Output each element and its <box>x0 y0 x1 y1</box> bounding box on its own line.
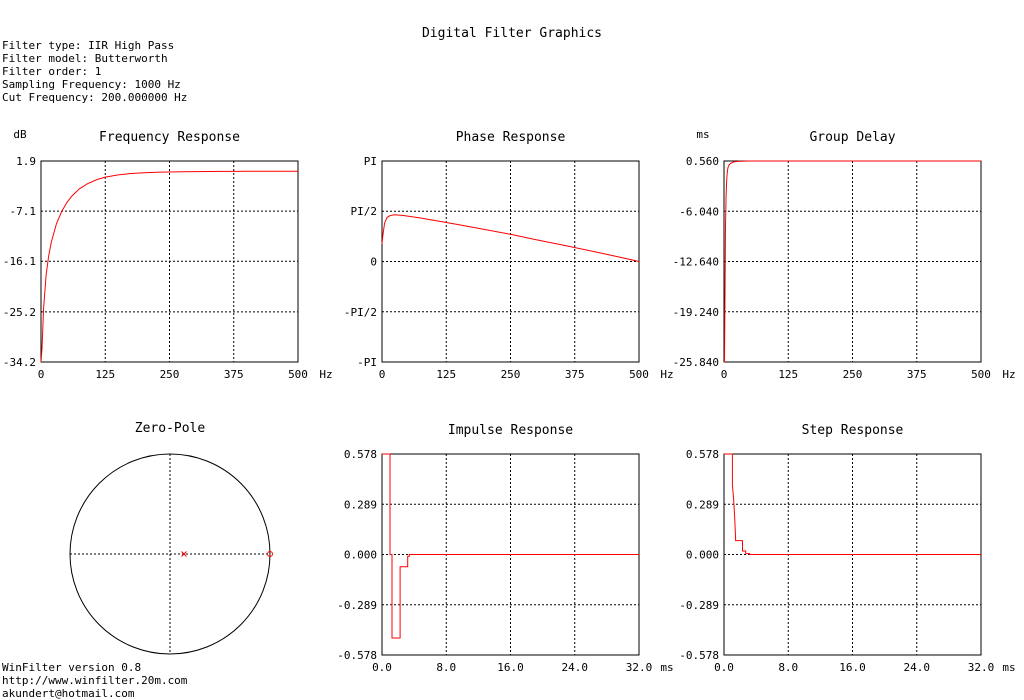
page-title: Digital Filter Graphics <box>421 26 602 41</box>
frequency-unit-label: dB <box>13 128 27 141</box>
phase-ytick-label: PI <box>364 155 377 168</box>
impulse-ytick-label: -0.289 <box>337 599 377 612</box>
frequency-title: Frequency Response <box>99 130 240 145</box>
group-trace <box>724 160 981 363</box>
filter-type-text: Filter type: IIR High Pass <box>2 39 175 52</box>
frequency-trace <box>40 170 298 363</box>
step-ytick-label: 0.578 <box>686 448 719 461</box>
group-xtick-label: 125 <box>778 368 798 381</box>
step-ytick-label: 0.289 <box>686 498 719 511</box>
frequency-xtick-label: 500 <box>288 368 308 381</box>
cut-frequency-text: Cut Frequency: 200.000000 Hz <box>2 91 188 104</box>
phase-ytick-label: -PI/2 <box>344 306 377 319</box>
impulse-xtick-label: 24.0 <box>562 661 589 674</box>
phase-xtick-label: 0 <box>379 368 386 381</box>
phase-ytick-label: 0 <box>370 256 377 269</box>
filter-order-text: Filter order: 1 <box>2 65 102 78</box>
frequency-ytick-label: -25.2 <box>3 306 36 319</box>
email-text: akundert@hotmail.com <box>2 687 135 700</box>
frequency-xtick-label: 125 <box>95 368 115 381</box>
step-xtick-label: 16.0 <box>839 661 866 674</box>
step-xunit: ms <box>1002 661 1015 674</box>
group-ytick-label: -19.240 <box>673 306 719 319</box>
group-title: Group Delay <box>809 130 895 145</box>
impulse-ytick-label: 0.578 <box>344 448 377 461</box>
phase-xtick-label: 375 <box>565 368 585 381</box>
phase-xunit: Hz <box>660 368 673 381</box>
step-xtick-label: 32.0 <box>968 661 995 674</box>
impulse-title: Impulse Response <box>448 423 573 438</box>
filter-model-text: Filter model: Butterworth <box>2 52 168 65</box>
step-title: Step Response <box>802 423 904 438</box>
impulse-ytick-label: 0.289 <box>344 498 377 511</box>
frequency-ytick-label: 1.9 <box>16 155 36 168</box>
frequency-chart <box>40 160 299 363</box>
frequency-ytick-label: -34.2 <box>3 356 36 369</box>
phase-xtick-label: 250 <box>501 368 521 381</box>
impulse-trace <box>382 453 639 639</box>
phase-title: Phase Response <box>456 130 566 145</box>
phase-xtick-label: 500 <box>629 368 649 381</box>
footer: WinFilter version 0.8 http://www.winfilt… <box>2 661 187 700</box>
zeropole-chart <box>69 453 273 655</box>
zero-marker <box>267 551 273 557</box>
step-xtick-label: 0.0 <box>714 661 734 674</box>
step-ytick-label: 0.000 <box>686 549 719 562</box>
phase-xtick-label: 125 <box>436 368 456 381</box>
group-ytick-label: 0.560 <box>686 155 719 168</box>
group-ytick-label: -6.040 <box>679 205 719 218</box>
sampling-frequency-text: Sampling Frequency: 1000 Hz <box>2 78 181 91</box>
frequency-frame <box>40 160 299 363</box>
impulse-xtick-label: 0.0 <box>372 661 392 674</box>
group-xtick-label: 0 <box>721 368 728 381</box>
pole-marker <box>181 551 187 557</box>
group-unit-label: ms <box>696 128 709 141</box>
step-ytick-label: -0.289 <box>679 599 719 612</box>
impulse-xtick-label: 8.0 <box>436 661 456 674</box>
impulse-xunit: ms <box>660 661 673 674</box>
website-text: http://www.winfilter.20m.com <box>2 674 188 687</box>
frequency-ytick-label: -7.1 <box>10 205 37 218</box>
frequency-xtick-label: 250 <box>160 368 180 381</box>
impulse-chart <box>381 453 640 656</box>
zeropole-title: Zero-Pole <box>135 421 206 436</box>
frequency-xtick-label: 375 <box>224 368 244 381</box>
step-xtick-label: 8.0 <box>778 661 798 674</box>
group-xtick-label: 375 <box>907 368 927 381</box>
frequency-xunit: Hz <box>319 368 332 381</box>
step-chart <box>723 453 982 656</box>
impulse-xtick-label: 16.0 <box>497 661 524 674</box>
group-xtick-label: 500 <box>971 368 991 381</box>
impulse-ytick-label: 0.000 <box>344 549 377 562</box>
step-trace <box>724 453 981 555</box>
impulse-ytick-label: -0.578 <box>337 649 377 662</box>
step-xtick-label: 24.0 <box>904 661 931 674</box>
frequency-ytick-label: -16.1 <box>3 255 36 268</box>
phase-ytick-label: PI/2 <box>351 205 378 218</box>
group-ytick-label: -25.840 <box>673 356 719 369</box>
frequency-xtick-label: 0 <box>38 368 45 381</box>
phase-chart <box>381 160 640 363</box>
step-ytick-label: -0.578 <box>679 649 719 662</box>
filter-info: Filter type: IIR High Pass Filter model:… <box>2 39 187 104</box>
impulse-xtick-label: 32.0 <box>626 661 653 674</box>
phase-ytick-label: -PI <box>357 356 377 369</box>
version-text: WinFilter version 0.8 <box>2 661 142 674</box>
group-xtick-label: 250 <box>843 368 863 381</box>
phase-trace <box>381 214 640 262</box>
group-ytick-label: -12.640 <box>673 256 719 269</box>
group-xunit: Hz <box>1002 368 1015 381</box>
group-chart <box>723 160 982 363</box>
